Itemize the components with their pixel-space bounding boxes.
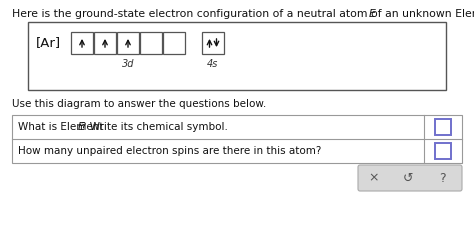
Text: ↺: ↺ <box>403 172 413 184</box>
Text: E: E <box>369 9 376 19</box>
Text: ?: ? <box>439 172 445 184</box>
Text: What is Element: What is Element <box>18 122 107 132</box>
Text: 4s: 4s <box>207 59 219 69</box>
Bar <box>140 32 162 54</box>
Bar <box>163 32 185 54</box>
Text: .: . <box>372 9 375 19</box>
Bar <box>71 32 93 54</box>
Text: 3d: 3d <box>122 59 134 69</box>
FancyBboxPatch shape <box>358 165 462 191</box>
Text: [Ar]: [Ar] <box>36 36 61 49</box>
Text: Here is the ground-state electron configuration of a neutral atom of an unknown : Here is the ground-state electron config… <box>12 9 474 19</box>
Bar <box>202 32 224 54</box>
Text: ×: × <box>369 172 379 184</box>
Bar <box>117 32 139 54</box>
Bar <box>435 119 451 135</box>
Bar <box>435 143 451 159</box>
Bar <box>12 115 462 163</box>
Text: ? Write its chemical symbol.: ? Write its chemical symbol. <box>81 122 228 132</box>
Bar <box>28 22 446 90</box>
Text: E: E <box>78 122 84 132</box>
Text: How many unpaired electron spins are there in this atom?: How many unpaired electron spins are the… <box>18 146 321 156</box>
Text: Use this diagram to answer the questions below.: Use this diagram to answer the questions… <box>12 99 266 109</box>
Bar <box>94 32 116 54</box>
